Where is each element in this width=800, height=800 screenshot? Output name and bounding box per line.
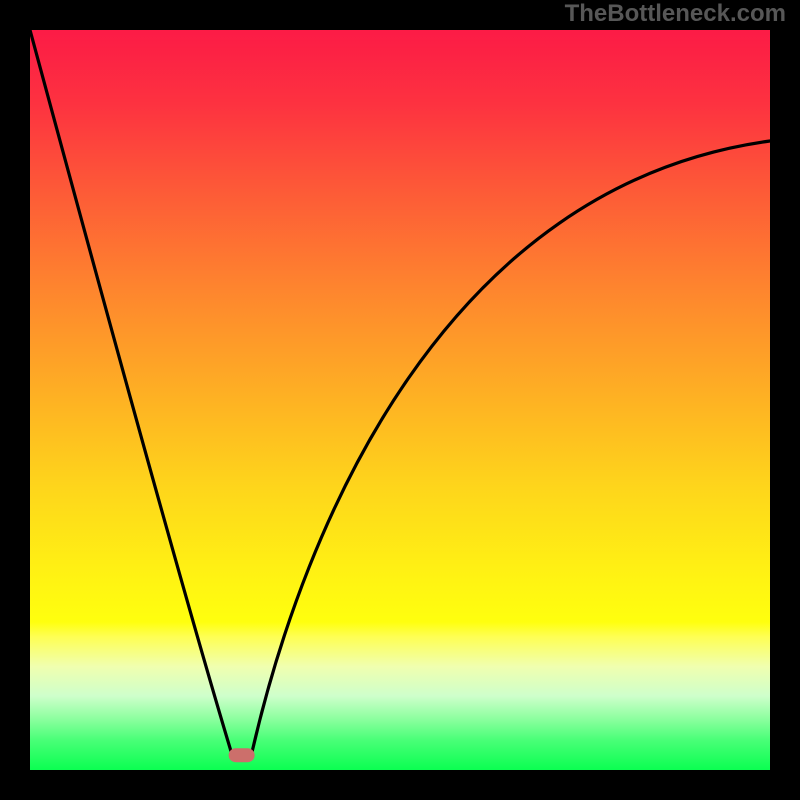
chart-background <box>30 30 770 770</box>
watermark-text: TheBottleneck.com <box>565 0 786 28</box>
optimal-point-marker <box>229 748 255 762</box>
bottleneck-chart <box>30 30 770 770</box>
chart-frame <box>30 30 770 770</box>
